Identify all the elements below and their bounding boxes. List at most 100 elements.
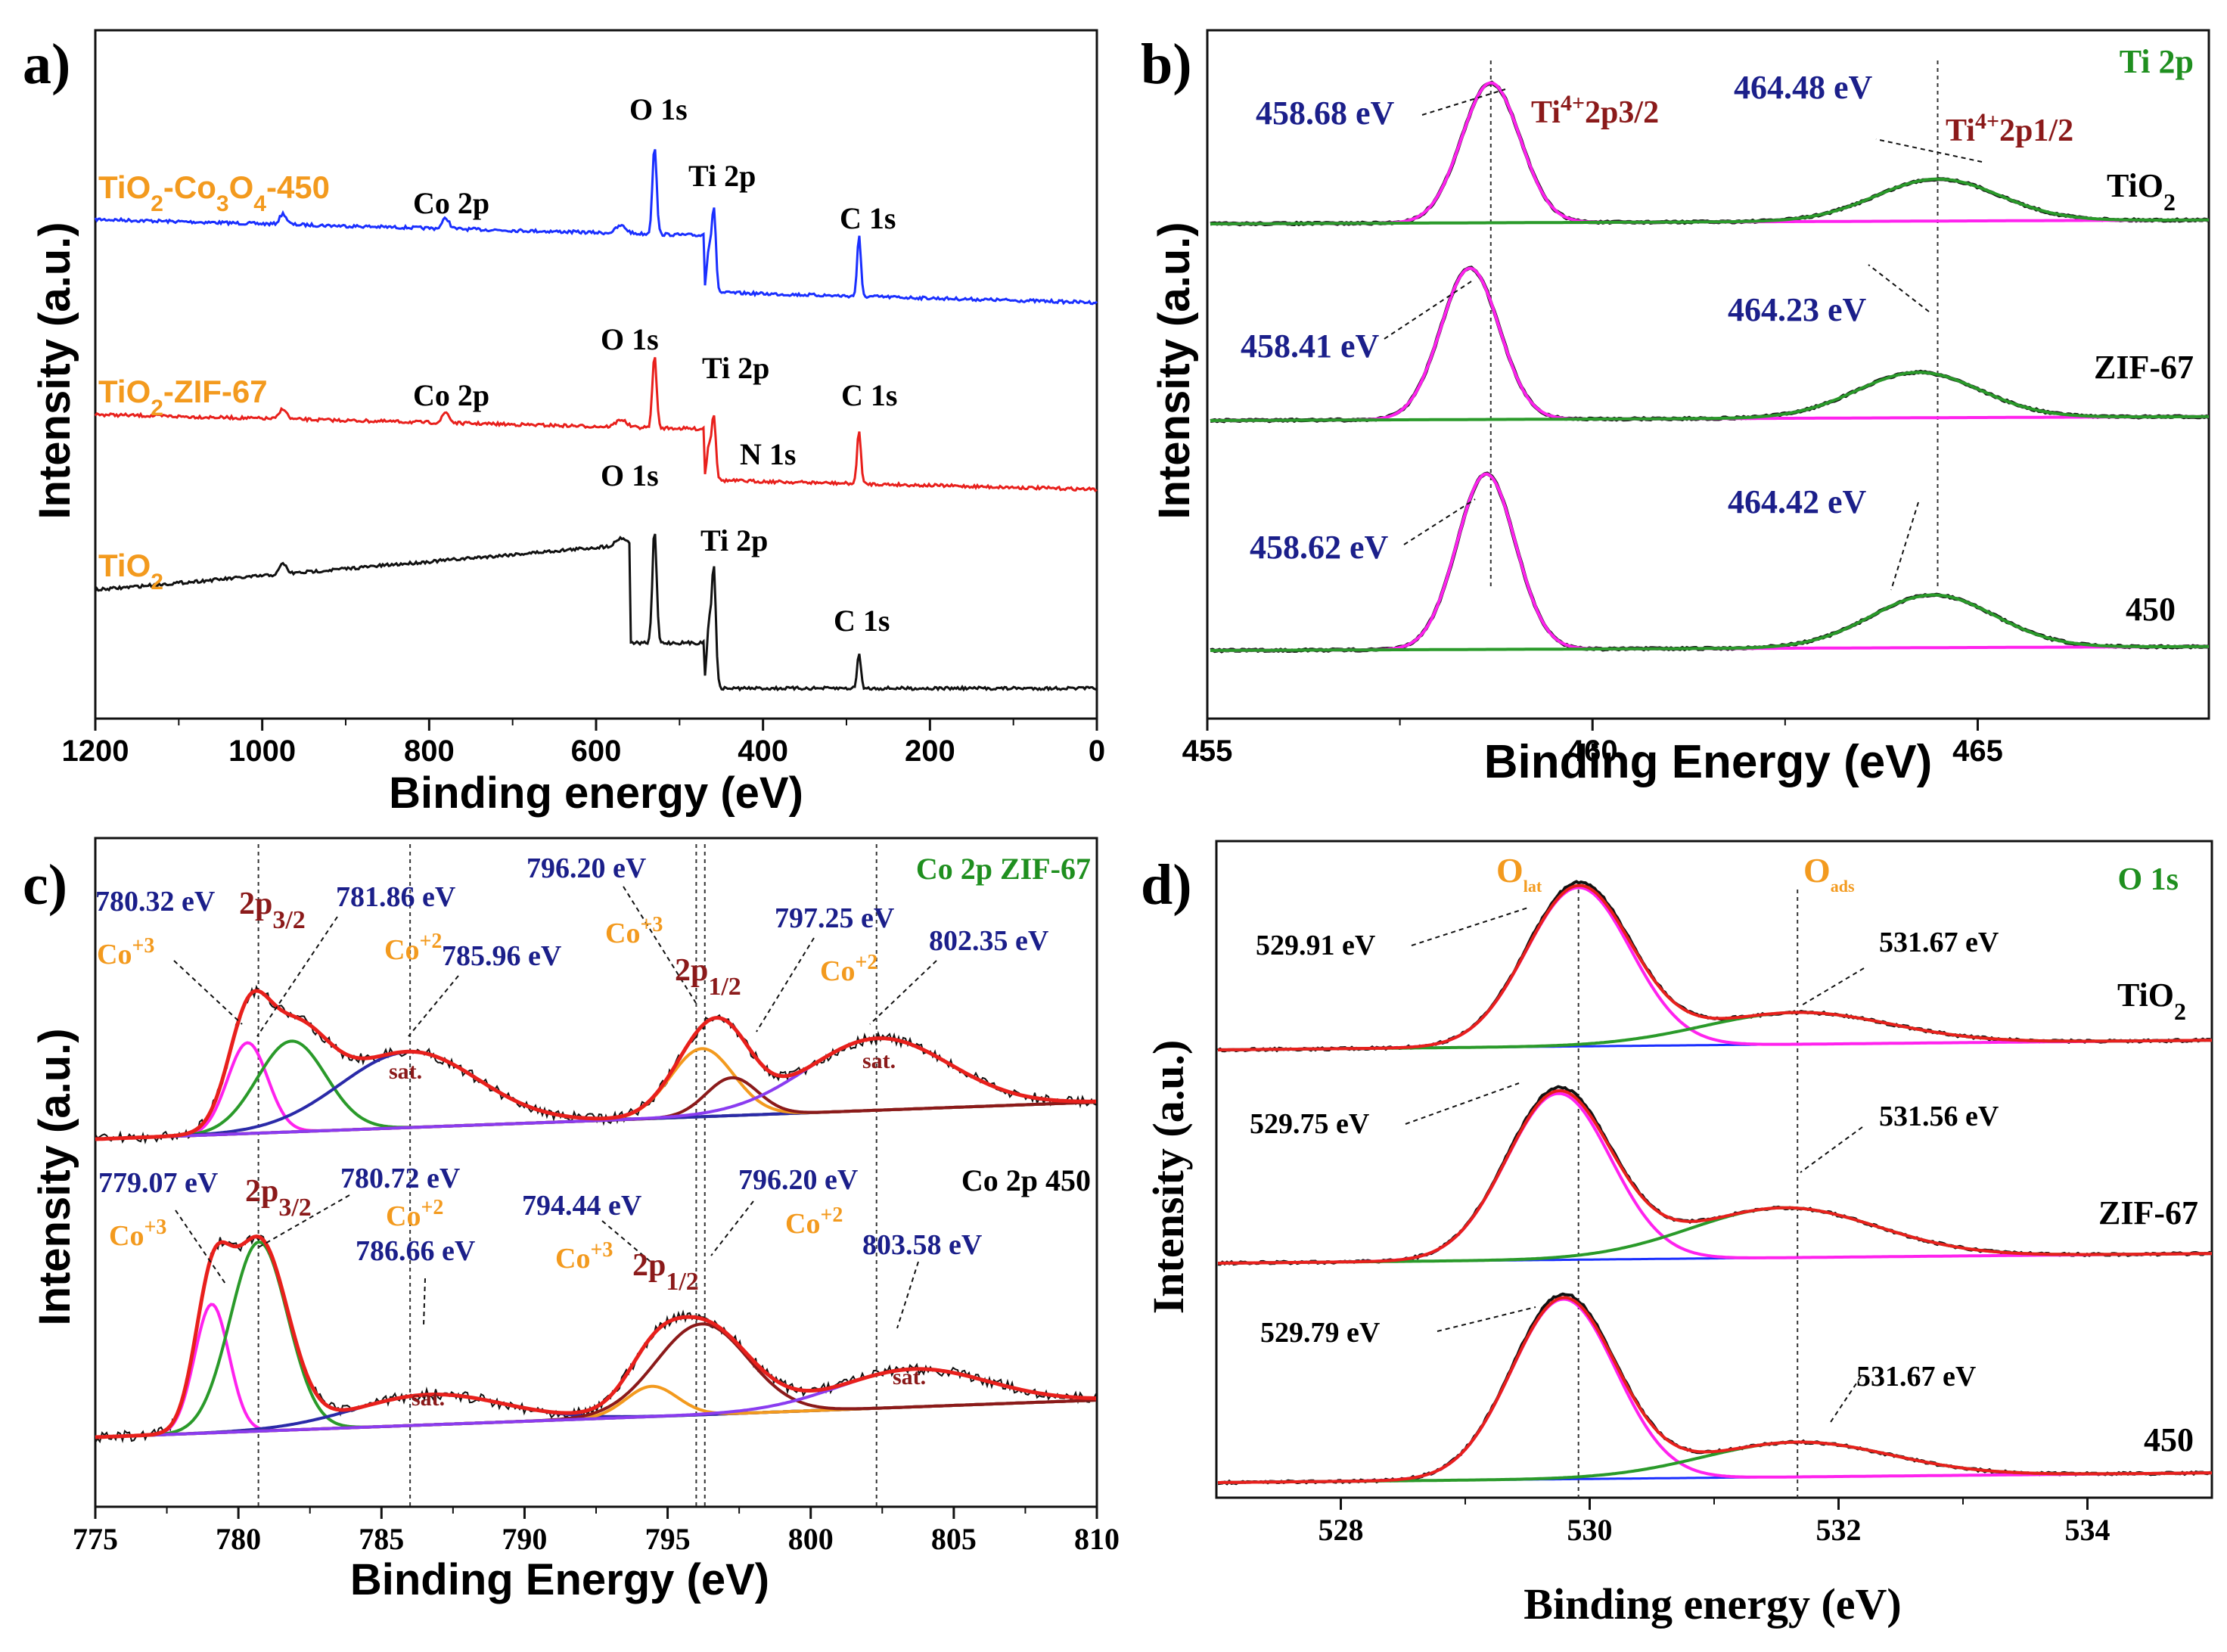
- c-top-value: 796.20 eV: [526, 852, 647, 884]
- x-tick-label: 800: [788, 1522, 834, 1556]
- c-top-co2b: Co+2: [820, 951, 877, 988]
- panel-letter-a: a): [23, 33, 70, 96]
- panel-c: 775 780 785 790 795 800 805 810 Binding Energy …: [30, 837, 1120, 1604]
- annotation-arrow: [256, 916, 338, 1037]
- c-bot-co2b: Co+2: [785, 1203, 843, 1241]
- panel-c-y-label: Intensity (a.u.): [30, 1028, 79, 1325]
- panel-d-x-label: Binding energy (eV): [1523, 1579, 1901, 1629]
- annotation-arrow: [869, 960, 937, 1025]
- d-peak-value: 529.79 eV: [1260, 1317, 1381, 1349]
- x-tick-label: 534: [2065, 1513, 2111, 1547]
- annotation-arrow: [1875, 138, 1983, 163]
- b-peak-value: 464.42 eV: [1728, 483, 1867, 520]
- c-bot-value: 779.07 eV: [98, 1167, 219, 1199]
- c-bot-co3: Co+3: [109, 1216, 166, 1253]
- x-tick-label: 460: [1567, 734, 1618, 768]
- survey-curve: [94, 356, 1098, 492]
- ti-2p12-component: [1210, 371, 2209, 422]
- panel-letter-c: c): [23, 853, 67, 917]
- x-tick-label: 528: [1318, 1513, 1364, 1547]
- panel-c-curves: [95, 844, 1097, 1507]
- d-peak-value: 531.56 eV: [1879, 1101, 1999, 1132]
- survey-curve: [94, 533, 1098, 692]
- peak-label-ti2p-blue: Ti 2p: [688, 159, 756, 193]
- annotation-arrow: [710, 1200, 754, 1256]
- annotation-arrow: [1868, 264, 1930, 312]
- annotation-arrow: [175, 1210, 228, 1287]
- o-lat-label: Olat: [1496, 851, 1542, 896]
- c-top-2p32: 2p3/2: [239, 887, 306, 934]
- x-tick-label: 805: [931, 1522, 977, 1556]
- panel-b-x-label: Binding Energy (eV): [1484, 736, 1932, 788]
- annotation-arrow: [173, 960, 243, 1025]
- c-top-2p12: 2p1/2: [675, 953, 741, 1001]
- c-top-co3: Co+3: [97, 934, 154, 971]
- b-label-zif-67: ZIF-67: [2094, 349, 2194, 386]
- d-peak-value: 531.67 eV: [1856, 1361, 1977, 1393]
- c-title-zif: Co 2p ZIF-67: [916, 852, 1091, 886]
- series-label-tio2-co3o4-450: TiO2-Co3O4-450: [98, 169, 330, 216]
- c-top-value: 780.32 eV: [95, 886, 216, 918]
- d-peak-value: 531.67 eV: [1879, 927, 1999, 958]
- panel-a-curves: [94, 149, 1098, 692]
- peak-label-n1s-red: N 1s: [740, 437, 796, 471]
- ti-2p12-component: [1210, 593, 2209, 652]
- panel-b-frame: [1206, 29, 2210, 720]
- x-tick-label: 455: [1182, 734, 1233, 768]
- peak-label-c1s-blue: C 1s: [840, 201, 896, 235]
- d-label-450: 450: [2144, 1421, 2194, 1458]
- panel-d: 528 530 532 534 O 1s Binding energy (eV) In…: [1144, 840, 2213, 1629]
- peak-label-co2p-red: Co 2p: [413, 378, 489, 412]
- d-peak-value: 529.75 eV: [1250, 1108, 1370, 1140]
- fit-curve: [95, 989, 1096, 1141]
- annotation-arrow: [1800, 1126, 1863, 1173]
- annotation-arrow: [1437, 1306, 1536, 1332]
- annotation-arrow: [1384, 281, 1472, 340]
- b-peak-value: 464.23 eV: [1728, 291, 1867, 328]
- panel-letter-b: b): [1141, 33, 1192, 96]
- peak-label-ti2p-red: Ti 2p: [702, 351, 769, 385]
- c-bot-co3b: Co+3: [555, 1238, 613, 1275]
- b-peak-value: 458.62 eV: [1250, 529, 1389, 566]
- x-tick-label: 1000: [228, 734, 296, 768]
- x-tick-label: 785: [359, 1522, 404, 1556]
- raw-curve: [1217, 880, 2213, 1053]
- fit-curve: [1218, 883, 2212, 1051]
- panel-a: 1200 1000 800 600 400 200 0 Binding energy (eV…: [30, 29, 1105, 818]
- c-top-sat2: sat.: [862, 1048, 896, 1073]
- c-title-450: Co 2p 450: [961, 1163, 1091, 1197]
- c-bot-value: 794.44 eV: [522, 1190, 642, 1222]
- c-bot-value: 796.20 eV: [738, 1164, 859, 1196]
- x-tick-label: 465: [1952, 734, 2003, 768]
- c-top-co2: Co+2: [384, 930, 442, 967]
- ti-2p12-component: [1210, 177, 2209, 225]
- c-top-value: 785.96 eV: [442, 940, 562, 972]
- b-label-tio2: TiO2: [2107, 167, 2176, 216]
- annotation-arrow: [1405, 1082, 1520, 1125]
- c-bot-sat1: sat.: [412, 1386, 445, 1411]
- x-tick-label: 200: [905, 734, 955, 768]
- panel-c-x-ticks: 775 780 785 790 795 800 805 810: [73, 1507, 1120, 1556]
- component-802.35: [95, 1036, 1096, 1141]
- annotation-arrow: [1830, 1376, 1862, 1423]
- peak-label-o1s-blue: O 1s: [629, 92, 688, 126]
- panel-d-y-label: Intensity (a.u.): [1144, 1040, 1193, 1315]
- x-tick-label: 775: [73, 1522, 118, 1556]
- c-top-co3b: Co+3: [605, 913, 663, 950]
- annotation-arrow: [1800, 967, 1865, 1007]
- x-tick-label: 530: [1567, 1513, 1613, 1547]
- c-top-value: 802.35 eV: [929, 925, 1049, 957]
- d-label-tio2: TiO2: [2117, 977, 2186, 1025]
- c-top-value: 781.86 eV: [336, 881, 456, 913]
- panel-b-x-ticks: 455 460 465: [1182, 719, 2003, 768]
- peak-label-co2p-blue: Co 2p: [413, 186, 489, 220]
- survey-curve: [94, 149, 1098, 306]
- b-peak-value: 458.68 eV: [1256, 95, 1395, 132]
- c-bot-sat2: sat.: [893, 1365, 926, 1390]
- x-tick-label: 532: [1816, 1513, 1862, 1547]
- panel-letter-d: d): [1141, 853, 1192, 917]
- annotation-arrow: [1890, 502, 1919, 591]
- annotation-arrow: [623, 886, 697, 1004]
- annotation-arrow: [896, 1261, 919, 1329]
- x-tick-label: 400: [738, 734, 788, 768]
